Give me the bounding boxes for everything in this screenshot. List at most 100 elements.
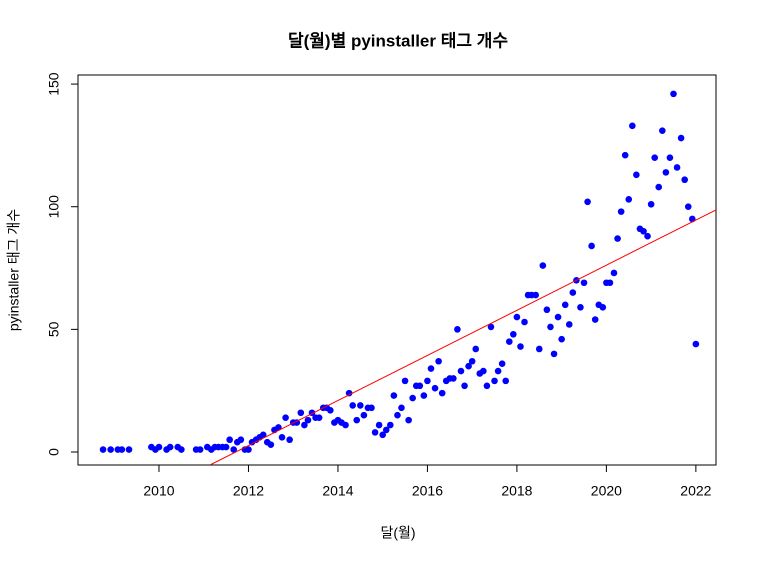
x-tick-label: 2016 [412, 483, 443, 499]
point [457, 367, 465, 375]
point [517, 343, 524, 350]
point [424, 377, 431, 385]
y-tick-label: 0 [46, 448, 62, 456]
x-tick-label: 2020 [591, 483, 622, 499]
point [580, 279, 588, 287]
point [398, 404, 405, 412]
plot-area [99, 90, 716, 465]
point [621, 151, 629, 159]
point [483, 382, 491, 390]
point [662, 169, 670, 176]
point [357, 402, 364, 409]
point [304, 416, 312, 424]
point [431, 384, 439, 392]
point [584, 198, 591, 206]
point [125, 446, 133, 453]
point [629, 122, 636, 130]
point [301, 421, 308, 429]
point [625, 196, 633, 203]
point [438, 389, 446, 397]
point [547, 323, 554, 331]
point [491, 377, 498, 385]
point [342, 421, 349, 429]
point [610, 269, 618, 277]
point [353, 416, 361, 424]
point [401, 377, 409, 385]
point [565, 321, 573, 328]
point [155, 443, 163, 451]
point [267, 441, 275, 448]
point [379, 431, 386, 439]
point [614, 235, 621, 242]
point [405, 416, 412, 424]
point [569, 289, 577, 296]
x-tick-label: 2018 [501, 483, 532, 499]
y-axis-label: pyinstaller 태그 개수 [6, 209, 22, 331]
point [454, 326, 461, 333]
point [655, 183, 663, 191]
point [230, 446, 237, 453]
point [633, 171, 640, 179]
point [535, 345, 543, 353]
point [539, 262, 547, 269]
y-tick-label: 100 [46, 195, 62, 219]
point [226, 436, 233, 444]
point [644, 232, 651, 240]
point [468, 357, 476, 365]
point [588, 242, 595, 250]
point [461, 382, 468, 390]
point [554, 313, 562, 321]
point [371, 429, 379, 436]
point [498, 360, 506, 367]
y-tick-label: 150 [46, 72, 62, 96]
point [386, 421, 394, 429]
point [617, 208, 625, 215]
point [510, 330, 517, 338]
point [692, 340, 700, 348]
point [416, 382, 424, 390]
point [666, 154, 674, 161]
point [684, 203, 692, 211]
point [349, 402, 357, 409]
point [222, 443, 230, 451]
point [282, 414, 289, 421]
point [532, 291, 539, 299]
point [107, 446, 114, 453]
point [375, 421, 383, 429]
point [561, 301, 569, 309]
point [327, 407, 334, 414]
point [435, 357, 442, 365]
x-axis-label: 달(월) [380, 525, 415, 541]
point [368, 404, 375, 412]
point [360, 411, 368, 419]
point [670, 90, 677, 98]
point [345, 389, 353, 397]
point [606, 279, 614, 287]
point [196, 446, 204, 453]
point [420, 392, 428, 399]
point [178, 446, 185, 453]
x-tick-label: 2012 [233, 483, 264, 499]
point [237, 436, 245, 444]
point [688, 215, 696, 223]
point [673, 164, 681, 171]
plot-frame [77, 74, 717, 466]
point [427, 365, 435, 372]
point [647, 200, 655, 208]
point [286, 436, 293, 444]
point [99, 446, 107, 453]
trend-line [209, 209, 716, 465]
point [659, 127, 666, 134]
point [472, 345, 480, 353]
point [677, 134, 685, 142]
point [259, 431, 267, 439]
point [558, 335, 565, 343]
point [166, 443, 174, 451]
point [465, 362, 472, 370]
point [382, 426, 390, 434]
point [502, 377, 510, 385]
point [513, 313, 521, 321]
point [394, 411, 401, 419]
